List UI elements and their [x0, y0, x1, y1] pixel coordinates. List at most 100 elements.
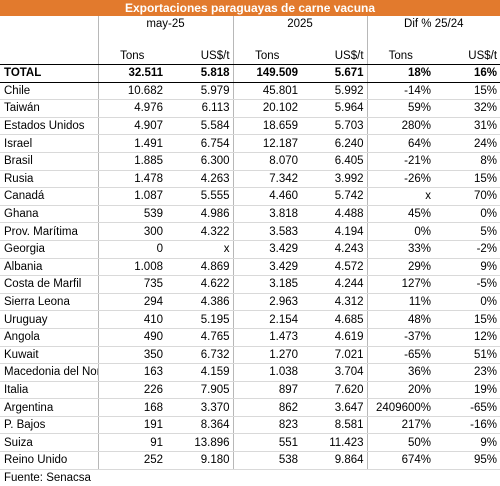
value-cell: 0% — [434, 293, 500, 312]
group-header-year: 2025 — [232, 16, 368, 32]
value-cell: 2.154 — [232, 310, 302, 329]
value-cell: 19% — [434, 381, 500, 400]
value-cell: 4.685 — [301, 310, 368, 329]
table-row: Ghana 539 4.986 3.818 4.488 45% 0% — [0, 205, 500, 224]
exports-table: may-25 2025 Dif % 25/24 Tons US$/t Tons … — [0, 16, 500, 486]
unit-header: Tons — [232, 32, 302, 65]
table-row: Costa de Marfil 735 4.622 3.185 4.244 127% -5% — [0, 275, 500, 294]
value-cell: 539 — [97, 205, 166, 224]
value-cell: 5.703 — [301, 117, 368, 136]
total-cell: 5.671 — [301, 64, 368, 83]
value-cell: 18.659 — [232, 117, 302, 136]
value-cell: 127% — [366, 275, 435, 294]
value-cell: 4.386 — [166, 293, 234, 312]
value-cell: 252 — [97, 451, 166, 470]
table-row: Georgia 0 x 3.429 4.243 33% -2% — [0, 240, 500, 259]
value-cell: 3.583 — [232, 222, 302, 241]
value-cell: 91 — [97, 433, 166, 453]
value-cell: 3.992 — [301, 170, 368, 189]
value-cell: x — [166, 240, 234, 259]
value-cell: 6.300 — [166, 152, 234, 171]
value-cell: 20.102 — [232, 99, 302, 118]
value-cell: 1.885 — [97, 152, 166, 171]
country-cell: Uruguay — [0, 310, 98, 329]
total-label: TOTAL — [0, 64, 98, 83]
country-cell: Argentina — [0, 398, 98, 417]
value-cell: 15% — [434, 82, 500, 101]
value-cell: 7.021 — [301, 346, 368, 365]
value-cell: 4.765 — [166, 328, 234, 347]
value-cell: 6.732 — [166, 346, 234, 365]
value-cell: 8.070 — [232, 152, 302, 171]
value-cell: 4.976 — [97, 99, 166, 118]
unit-header: US$/t — [434, 32, 500, 65]
table-title: Exportaciones paraguayas de carne vacuna — [0, 0, 500, 16]
value-cell: 70% — [434, 187, 500, 206]
corner-cell — [0, 16, 98, 32]
value-cell: 5.195 — [166, 310, 234, 329]
group-header-diff: Dif % 25/24 — [366, 16, 500, 32]
country-cell: Estados Unidos — [0, 117, 98, 136]
value-cell: 862 — [232, 398, 302, 417]
value-cell: 0% — [366, 222, 435, 241]
country-cell: Angola — [0, 328, 98, 347]
table-row: Taiwán 4.976 6.113 20.102 5.964 59% 32% — [0, 99, 500, 118]
value-cell: 6.754 — [166, 134, 234, 153]
value-cell: 4.622 — [166, 275, 234, 294]
table-row: Reino Unido 252 9.180 538 9.864 674% 95% — [0, 451, 500, 470]
value-cell: 8.364 — [166, 416, 234, 435]
value-cell: 8.581 — [301, 416, 368, 435]
value-cell: 350 — [97, 346, 166, 365]
unit-header: US$/t — [301, 32, 368, 65]
value-cell: 48% — [366, 310, 435, 329]
country-cell: Georgia — [0, 240, 98, 259]
value-cell: 3.647 — [301, 398, 368, 417]
group-header-month: may-25 — [97, 16, 234, 32]
value-cell: 4.869 — [166, 258, 234, 277]
value-cell: 36% — [366, 363, 435, 382]
value-cell: 9.864 — [301, 451, 368, 470]
table-row: Macedonia del Nor 163 4.159 1.038 3.704 36% 23… — [0, 363, 500, 382]
value-cell: 168 — [97, 398, 166, 417]
value-cell: 9.180 — [166, 451, 234, 470]
value-cell: 5.979 — [166, 82, 234, 101]
value-cell: 50% — [366, 433, 435, 453]
value-cell: 6.240 — [301, 134, 368, 153]
country-cell: Costa de Marfil — [0, 275, 98, 294]
value-cell: 23% — [434, 363, 500, 382]
unit-header: Tons — [366, 32, 435, 65]
table-row: Uruguay 410 5.195 2.154 4.685 48% 15% — [0, 310, 500, 329]
total-row: TOTAL 32.511 5.818 149.509 5.671 18% 16% — [0, 64, 500, 83]
value-cell: 10.682 — [97, 82, 166, 101]
value-cell: 674% — [366, 451, 435, 470]
table-row: Rusia 1.478 4.263 7.342 3.992 -26% 15% — [0, 170, 500, 189]
value-cell: 4.243 — [301, 240, 368, 259]
value-cell: 217% — [366, 416, 435, 435]
total-cell: 16% — [434, 64, 500, 83]
value-cell: 20% — [366, 381, 435, 400]
units-corner-cell — [0, 32, 98, 65]
value-cell: 33% — [366, 240, 435, 259]
value-cell: 4.986 — [166, 205, 234, 224]
country-cell: Chile — [0, 82, 98, 101]
value-cell: -16% — [434, 416, 500, 435]
value-cell: 1.491 — [97, 134, 166, 153]
country-cell: Rusia — [0, 170, 98, 189]
table-row: Argentina 168 3.370 862 3.647 2409600% -65% — [0, 398, 500, 417]
value-cell: 280% — [366, 117, 435, 136]
country-cell: Canadá — [0, 187, 98, 206]
value-cell: 12.187 — [232, 134, 302, 153]
value-cell: 4.263 — [166, 170, 234, 189]
country-cell: P. Bajos — [0, 416, 98, 435]
value-cell: 45% — [366, 205, 435, 224]
value-cell: 11.423 — [301, 433, 368, 453]
value-cell: 4.488 — [301, 205, 368, 224]
value-cell: 0 — [97, 240, 166, 259]
value-cell: 2409600% — [366, 398, 435, 417]
value-cell: 12% — [434, 328, 500, 347]
value-cell: 5.992 — [301, 82, 368, 101]
value-cell: 4.322 — [166, 222, 234, 241]
value-cell: 8% — [434, 152, 500, 171]
value-cell: 59% — [366, 99, 435, 118]
table-row: Israel 1.491 6.754 12.187 6.240 64% 24% — [0, 134, 500, 153]
